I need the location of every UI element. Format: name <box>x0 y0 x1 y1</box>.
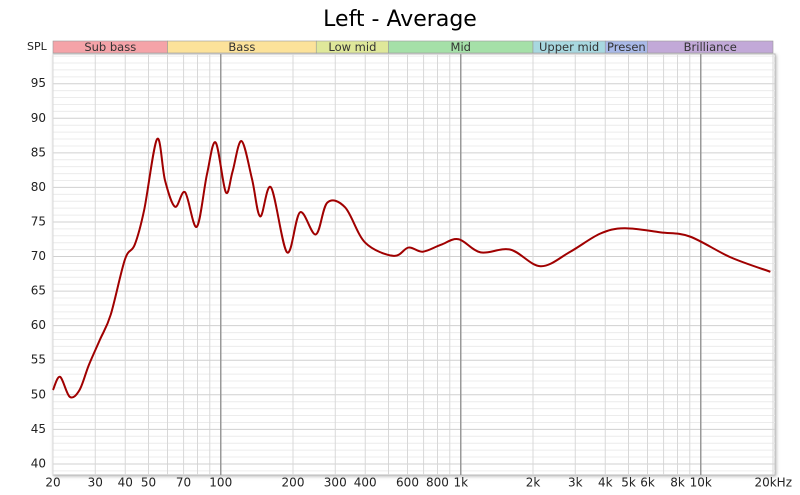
y-tick-label: 45 <box>31 422 46 436</box>
y-tick-label: 55 <box>31 353 46 367</box>
x-tick-label: 8k <box>670 476 685 490</box>
y-tick-label: 50 <box>31 387 46 401</box>
x-tick-label: 6k <box>640 476 655 490</box>
y-tick-label: 95 <box>31 76 46 90</box>
band-label: Brilliance <box>684 40 737 54</box>
x-tick-label: 70 <box>176 476 191 490</box>
y-tick-label: 40 <box>31 456 46 470</box>
x-tick-label: 1k <box>453 476 468 490</box>
x-tick-label: 800 <box>426 476 449 490</box>
y-tick-label: 75 <box>31 214 46 228</box>
plot-area <box>52 53 776 476</box>
x-tick-label: 10k <box>690 476 712 490</box>
band-label: Bass <box>228 40 255 54</box>
x-tick-label: 100 <box>209 476 232 490</box>
x-tick-label: 600 <box>396 476 419 490</box>
y-tick-label: 70 <box>31 249 46 263</box>
y-tick-label: 90 <box>31 111 46 125</box>
y-tick-label: 80 <box>31 180 46 194</box>
band-label: Mid <box>451 40 471 54</box>
y-axis-label: SPL <box>27 40 48 53</box>
x-tick-label: 50 <box>141 476 156 490</box>
band-label: Low mid <box>328 40 376 54</box>
chart-title: Left - Average <box>323 7 477 32</box>
x-tick-label: 4k <box>598 476 613 490</box>
x-tick-label: 20 <box>45 476 60 490</box>
x-tick-label: 20kHz <box>754 476 792 490</box>
x-tick-label: 5k <box>621 476 636 490</box>
band-label: Sub bass <box>84 40 136 54</box>
x-tick-label: 40 <box>118 476 133 490</box>
band <box>647 40 774 54</box>
data-line <box>52 137 771 399</box>
x-tick-label: 3k <box>568 476 583 490</box>
x-tick-label: 400 <box>354 476 377 490</box>
y-tick-label: 65 <box>31 284 46 298</box>
y-tick-label: 85 <box>31 145 46 159</box>
band-label: Presen <box>607 40 646 54</box>
x-tick-label: 2k <box>526 476 541 490</box>
x-tick-label: 200 <box>282 476 305 490</box>
x-tick-label: 30 <box>88 476 103 490</box>
x-tick-label: 300 <box>324 476 347 490</box>
band-label: Upper mid <box>539 40 599 54</box>
y-tick-label: 60 <box>31 318 46 332</box>
